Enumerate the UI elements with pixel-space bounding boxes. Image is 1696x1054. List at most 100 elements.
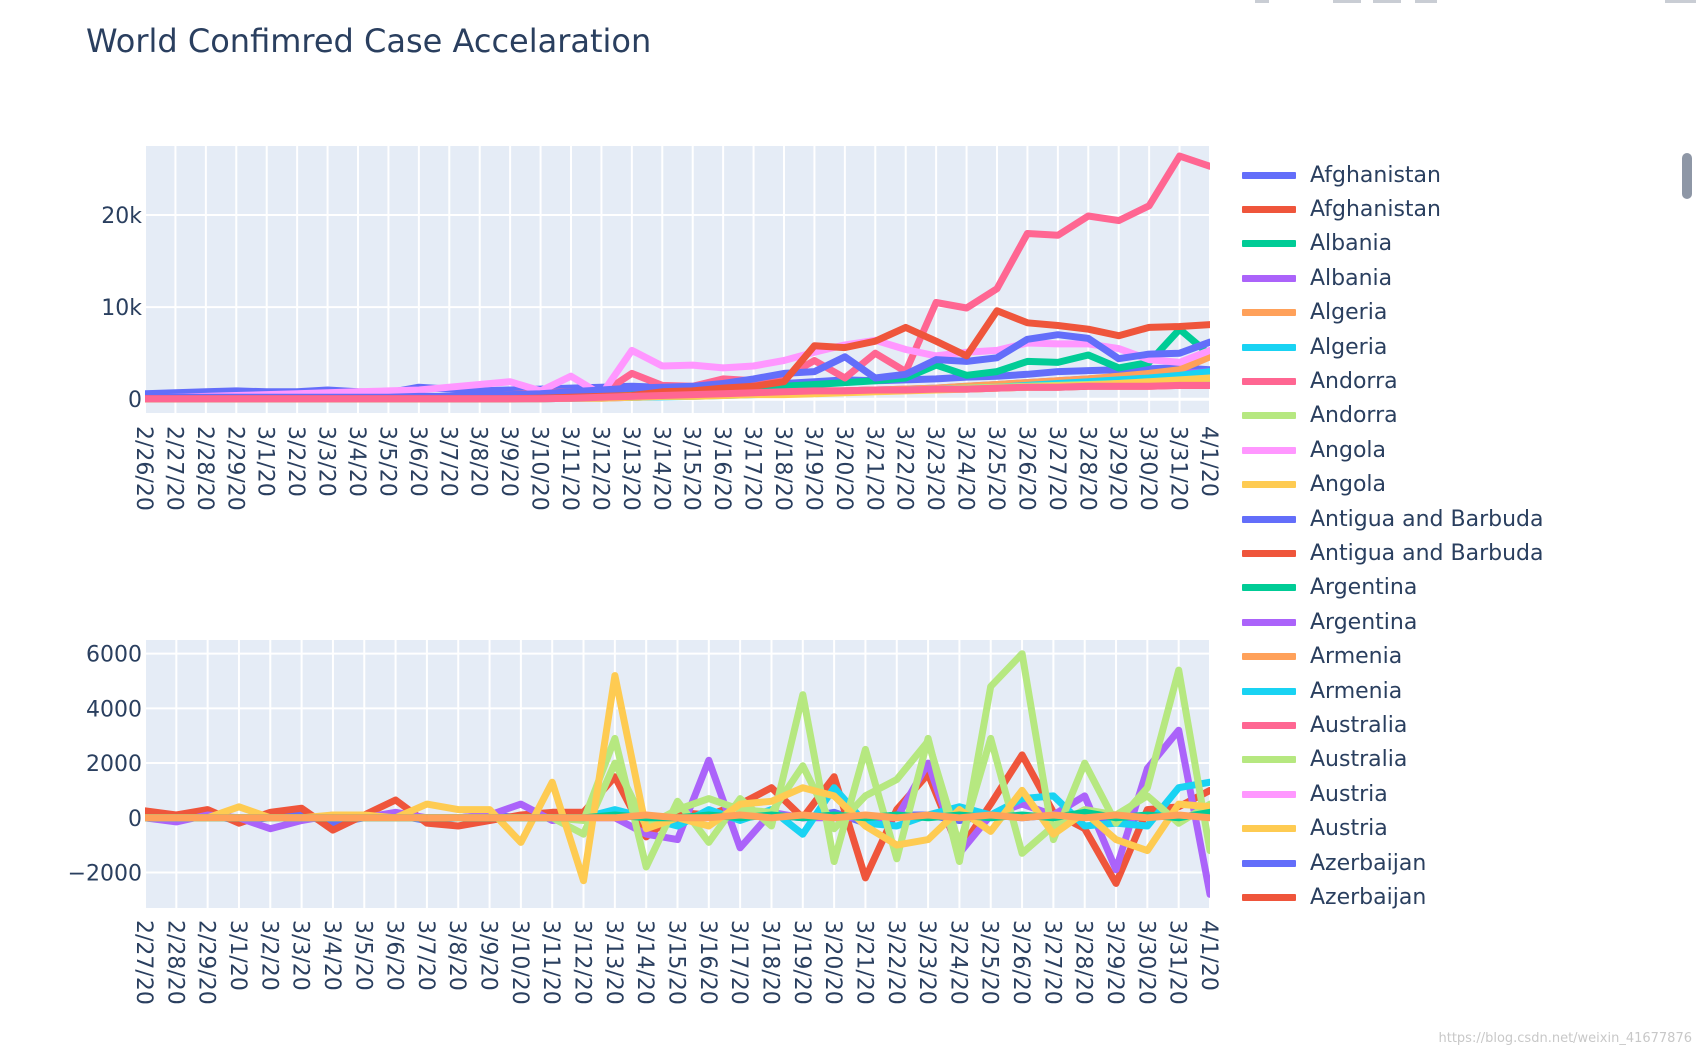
legend-label: Andorra (1310, 403, 1398, 429)
x-tick-label: 3/2/20 (256, 920, 281, 991)
legend-item[interactable]: Albania (1238, 261, 1638, 295)
legend-label: Austria (1310, 781, 1388, 807)
legend-label: Afghanistan (1310, 197, 1441, 223)
x-tick-label: 3/6/20 (405, 426, 430, 497)
legend-swatch (1242, 687, 1296, 695)
legend-item[interactable]: Azerbaijan (1238, 880, 1638, 914)
x-tick-label: 3/11/20 (538, 920, 563, 1005)
x-tick-label: 3/7/20 (413, 920, 438, 991)
legend-item[interactable]: Antigua and Barbuda (1238, 536, 1638, 570)
x-tick-label: 2/29/20 (194, 920, 219, 1005)
legend-item[interactable]: Albania (1238, 227, 1638, 261)
series-group (145, 152, 1210, 403)
legend-label: Argentina (1310, 609, 1418, 635)
x-tick-label: 3/20/20 (820, 920, 845, 1005)
x-tick-label: 3/31/20 (1166, 426, 1191, 511)
legend-label: Afghanistan (1310, 162, 1441, 188)
legend-item[interactable]: Angola (1238, 468, 1638, 502)
legend-item[interactable]: Afghanistan (1238, 158, 1638, 192)
x-tick-label: 3/26/20 (1013, 426, 1038, 511)
legend-scrollbar[interactable] (1682, 153, 1692, 199)
series-line (145, 811, 1210, 822)
legend-label: Argentina (1310, 575, 1418, 601)
x-tick-label: 3/10/20 (507, 920, 532, 1005)
y-tick-label: 0 (128, 807, 142, 832)
legend-swatch (1242, 549, 1296, 557)
series-line (145, 381, 1210, 403)
x-tick-label: 3/3/20 (314, 426, 339, 497)
reset-axes-icon[interactable] (1665, 0, 1696, 3)
legend-item[interactable]: Azerbaijan (1238, 846, 1638, 880)
legend-label: Armenia (1310, 678, 1403, 704)
x-tick-label: 3/12/20 (570, 920, 595, 1005)
x-tick-label: 3/25/20 (977, 920, 1002, 1005)
legend-label: Algeria (1310, 300, 1388, 326)
x-tick-label: 3/11/20 (557, 426, 582, 511)
series-group (145, 650, 1210, 898)
legend-item[interactable]: Algeria (1238, 330, 1638, 364)
y-tick-label: −2000 (68, 861, 142, 886)
legend-item[interactable]: Armenia (1238, 674, 1638, 708)
x-tick-label: 3/15/20 (664, 920, 689, 1005)
legend-item[interactable]: Austria (1238, 811, 1638, 845)
legend-item[interactable]: Afghanistan (1238, 192, 1638, 226)
legend: Afghanistan Afghanistan Albania Albania Alge… (1238, 158, 1638, 915)
legend-item[interactable]: Antigua and Barbuda (1238, 502, 1638, 536)
x-tick-label: 3/5/20 (350, 920, 375, 991)
x-tick-label: 3/31/20 (1165, 920, 1190, 1005)
x-tick-label: 4/1/20 (1196, 920, 1221, 991)
legend-swatch (1242, 515, 1296, 523)
zoom-icon[interactable] (1255, 0, 1269, 3)
legend-swatch (1242, 893, 1296, 901)
subplot-top[interactable]: 0 10k 20k 2/26/20 2/27/20 2/28/20 2/29/20 3/1/2… (101, 146, 1221, 511)
legend-item[interactable]: Andorra (1238, 399, 1638, 433)
legend-swatch (1242, 378, 1296, 386)
legend-swatch (1242, 206, 1296, 214)
x-tick-label: 3/28/20 (1071, 920, 1096, 1005)
watermark: https://blog.csdn.net/weixin_41677876 (1438, 1031, 1692, 1046)
x-tick-label: 3/22/20 (892, 426, 917, 511)
legend-label: Australia (1310, 712, 1408, 738)
legend-item[interactable]: Argentina (1238, 605, 1638, 639)
legend-item[interactable]: Algeria (1238, 296, 1638, 330)
x-tick-label: 3/8/20 (444, 920, 469, 991)
box-select-icon[interactable] (1373, 0, 1401, 3)
legend-item[interactable]: Australia (1238, 708, 1638, 742)
lasso-icon[interactable] (1415, 0, 1437, 3)
x-tick-label: 3/21/20 (851, 920, 876, 1005)
legend-label: Albania (1310, 265, 1393, 291)
x-tick-label: 3/25/20 (983, 426, 1008, 511)
x-tick-label: 4/1/20 (1196, 426, 1221, 497)
x-tick-label: 3/1/20 (225, 920, 250, 991)
x-tick-label: 3/23/20 (922, 426, 947, 511)
legend-item[interactable]: Andorra (1238, 364, 1638, 398)
modebar[interactable] (1245, 0, 1696, 4)
x-tick-label: 3/13/20 (618, 426, 643, 511)
x-tick-label: 3/1/20 (253, 426, 278, 497)
x-tick-label: 3/14/20 (648, 426, 673, 511)
x-tick-label: 3/22/20 (883, 920, 908, 1005)
legend-item[interactable]: Armenia (1238, 639, 1638, 673)
legend-item[interactable]: Angola (1238, 433, 1638, 467)
pan-icon[interactable] (1333, 0, 1361, 3)
legend-item[interactable]: Australia (1238, 743, 1638, 777)
legend-swatch (1242, 721, 1296, 729)
x-tick-label: 3/21/20 (861, 426, 886, 511)
legend-swatch (1242, 171, 1296, 179)
legend-swatch (1242, 653, 1296, 661)
legend-label: Angola (1310, 472, 1387, 498)
x-tick-label: 3/5/20 (374, 426, 399, 497)
y-tick-label: 0 (128, 388, 142, 413)
legend-item[interactable]: Austria (1238, 777, 1638, 811)
x-tick-label: 3/29/20 (1105, 426, 1130, 511)
legend-swatch (1242, 343, 1296, 351)
x-tick-label: 3/15/20 (679, 426, 704, 511)
legend-item[interactable]: Argentina (1238, 571, 1638, 605)
x-tick-label: 3/4/20 (344, 426, 369, 497)
x-tick-label: 3/13/20 (601, 920, 626, 1005)
x-tick-label: 2/26/20 (131, 426, 156, 511)
legend-label: Antigua and Barbuda (1310, 540, 1544, 566)
x-tick-label: 3/7/20 (435, 426, 460, 497)
